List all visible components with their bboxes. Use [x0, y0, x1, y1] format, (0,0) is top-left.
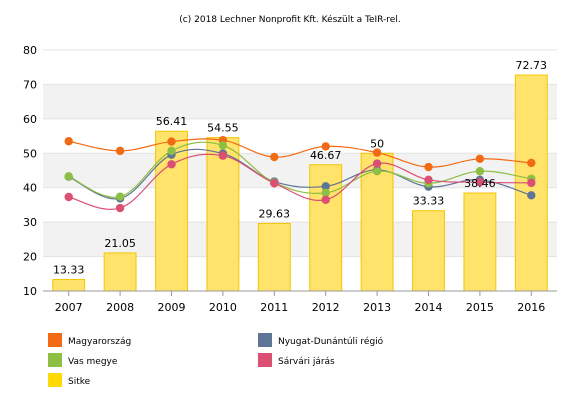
y-tick-label: 50 — [23, 147, 37, 160]
series-point-0-2016 — [527, 158, 536, 168]
x-tick-label: 2015 — [466, 301, 494, 314]
x-tick-label: 2016 — [517, 301, 545, 314]
series-line-0 — [68, 138, 532, 168]
series-point-3-2007 — [64, 192, 73, 202]
x-tick-label: 2011 — [260, 301, 288, 314]
x-tick-label: 2010 — [209, 301, 237, 314]
bar-data-label: 33.33 — [413, 195, 445, 208]
bar-2008 — [103, 252, 137, 292]
legend-swatch — [258, 353, 272, 367]
series-point-0-2015 — [475, 154, 485, 163]
legend-label: Vas megye — [68, 357, 118, 367]
y-tick-label: 40 — [23, 182, 37, 195]
y-tick-label: 70 — [23, 78, 37, 91]
x-tick-label: 2009 — [158, 301, 186, 314]
bar-data-label: 72.73 — [516, 59, 548, 72]
series-line-3 — [68, 153, 532, 210]
bar-2014 — [412, 210, 445, 292]
bar-data-label: 29.63 — [259, 207, 291, 220]
series-lines — [68, 138, 532, 210]
legend-label: Magyarország — [68, 337, 131, 347]
plot-band — [43, 50, 557, 85]
series-point-3-2012 — [321, 195, 330, 204]
series-point-0-2011 — [270, 152, 279, 162]
series-point-0-2014 — [424, 162, 433, 172]
bars — [52, 74, 548, 292]
bar-data-label: 50 — [370, 137, 384, 150]
bar-data-label: 54.55 — [207, 122, 239, 135]
series-points — [64, 136, 536, 213]
series-point-3-2015 — [475, 178, 485, 187]
series-point-2-2007 — [64, 172, 73, 181]
x-tick-label: 2008 — [106, 301, 134, 314]
series-point-0-2007 — [64, 137, 73, 146]
y-tick-label: 60 — [23, 113, 37, 126]
series-point-1-2016 — [527, 191, 536, 200]
series-point-0-2012 — [321, 142, 330, 151]
series-point-0-2009 — [167, 137, 176, 146]
legend-swatch — [258, 333, 272, 347]
series-point-2-2008 — [115, 192, 125, 201]
bar-2015 — [463, 192, 497, 292]
x-tick-label: 2007 — [55, 301, 83, 314]
bar-data-label: 46.67 — [310, 149, 342, 162]
legend-swatch — [48, 373, 62, 387]
legend: Magyarország Nyugat-Dunántúli régió Vas me… — [48, 333, 384, 387]
legend-swatch — [48, 353, 62, 367]
legend-label: Sárvári járás — [278, 357, 335, 367]
series-point-3-2011 — [270, 179, 279, 188]
series-point-3-2014 — [424, 175, 433, 184]
series-point-2-2015 — [475, 166, 485, 176]
plot-band — [43, 118, 557, 154]
y-tick-label: 80 — [23, 44, 37, 57]
bar-data-labels: 13.33 21.05 56.41 54.55 29.63 46.67 50 33.33 38.… — [53, 59, 547, 277]
series-point-1-2012 — [321, 182, 330, 191]
series-point-2-2013 — [372, 166, 382, 176]
bar-2007 — [52, 279, 86, 292]
bar-2010 — [206, 137, 240, 292]
x-tick-label: 2013 — [363, 301, 391, 314]
series-point-2-2010 — [218, 141, 228, 150]
series-line-1 — [68, 148, 532, 200]
y-tick-label: 20 — [23, 251, 37, 264]
credit-text: (c) 2018 Lechner Nonprofit Kft. Készült … — [179, 14, 400, 25]
y-axis: 10 20 30 40 50 60 70 80 — [23, 44, 37, 298]
y-tick-label: 30 — [23, 216, 37, 229]
legend-swatch — [48, 333, 62, 347]
legend-label: Nyugat-Dunántúli régió — [278, 336, 384, 347]
x-tick-label: 2012 — [312, 301, 340, 314]
series-point-3-2016 — [527, 178, 536, 188]
y-tick-label: 10 — [23, 285, 37, 298]
series-point-3-2008 — [115, 203, 125, 213]
bar-data-label: 56.41 — [156, 115, 188, 128]
series-point-3-2013 — [372, 159, 382, 168]
series-point-2-2009 — [167, 146, 176, 156]
series-point-0-2008 — [115, 146, 125, 156]
plot-band — [43, 84, 557, 119]
bar-2011 — [257, 222, 291, 292]
legend-label: Sitke — [68, 377, 91, 387]
bar-data-label: 21.05 — [104, 237, 136, 250]
x-axis: 2007 2008 2009 2010 2011 2012 2013 2014 2015 2016 — [43, 290, 557, 314]
bar-data-label: 38.46 — [464, 177, 496, 190]
series-point-3-2009 — [167, 160, 176, 169]
bar-data-label: 13.33 — [53, 264, 85, 277]
series-point-3-2010 — [218, 151, 228, 160]
x-tick-label: 2014 — [415, 301, 443, 314]
series-line-2 — [68, 141, 532, 198]
series-point-0-2013 — [372, 148, 382, 157]
series-point-2-2012 — [321, 188, 330, 198]
